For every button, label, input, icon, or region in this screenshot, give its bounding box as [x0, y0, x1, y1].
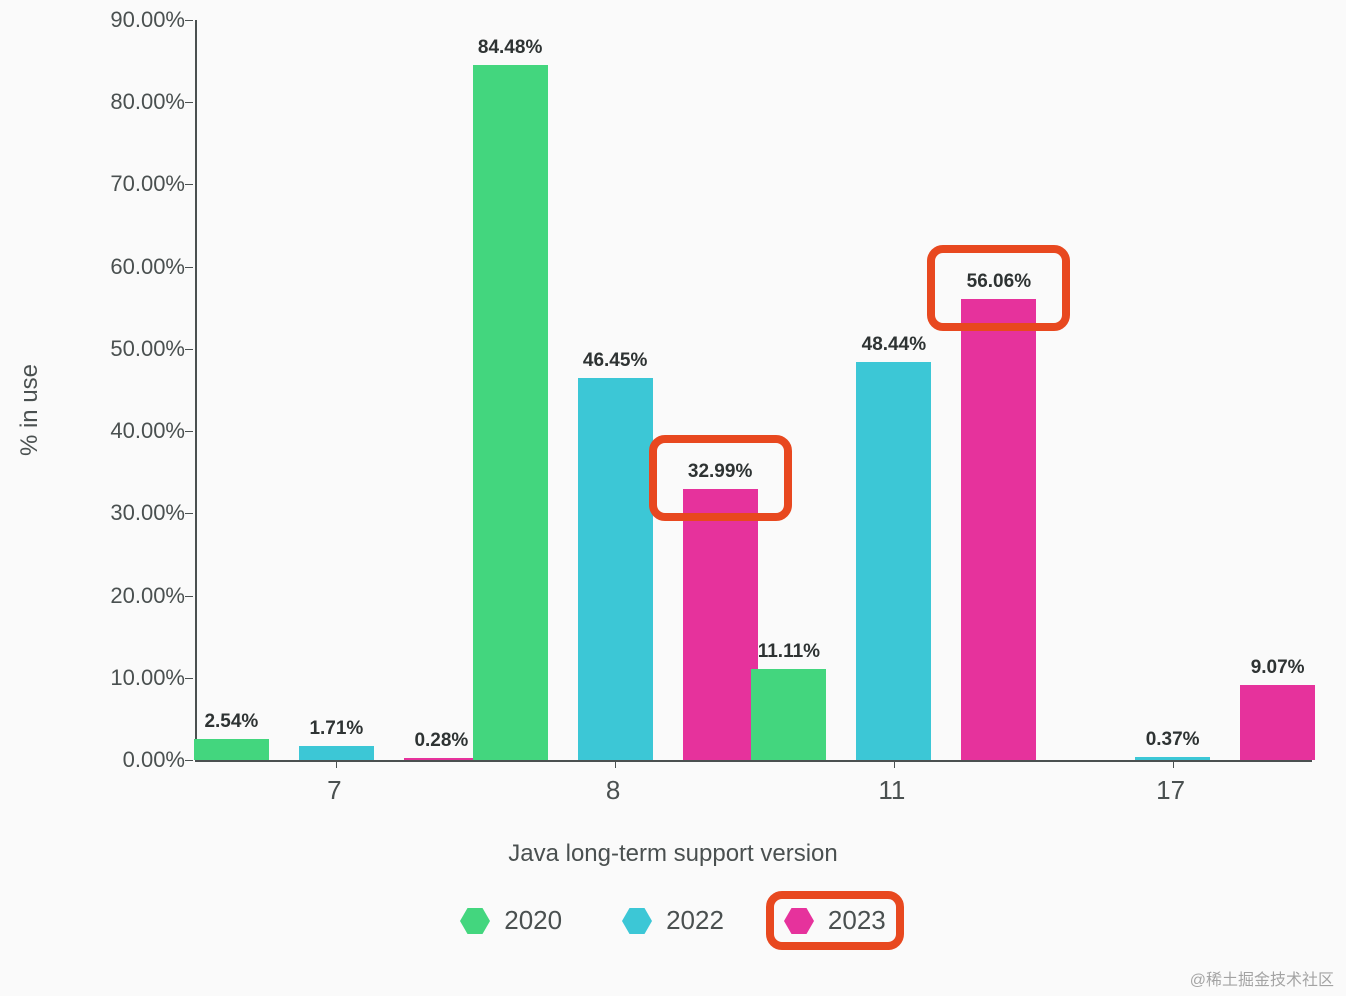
- bar-value-label: 56.06%: [967, 271, 1031, 293]
- x-category-label: 8: [606, 775, 620, 806]
- y-tick: 40.00%: [110, 418, 185, 444]
- bar-value-label: 11.11%: [758, 641, 820, 663]
- x-category-label: 7: [327, 775, 341, 806]
- bar: 1.71%: [299, 746, 374, 760]
- x-axis-title: Java long-term support version: [0, 840, 1346, 868]
- bar: 2.54%: [194, 739, 269, 760]
- bar: 0.37%: [1135, 757, 1210, 760]
- x-category-label: 11: [878, 775, 905, 806]
- bar: 9.07%: [1240, 685, 1315, 760]
- legend-item[interactable]: 2023: [784, 905, 886, 936]
- y-tick: 10.00%: [110, 665, 185, 691]
- legend: 2020 2022 2023: [0, 905, 1346, 936]
- bar: 11.11%: [751, 669, 826, 760]
- legend-swatch-hexagon-icon: [460, 908, 490, 934]
- legend-label: 2020: [504, 905, 562, 936]
- x-category-label: 17: [1156, 775, 1185, 806]
- bar: 56.06%: [961, 299, 1036, 760]
- bar: 0.28%: [404, 758, 479, 760]
- bar-value-label: 9.07%: [1251, 657, 1305, 679]
- plot-area: 2.54%1.71%0.28%84.48%46.45%32.99%11.11%4…: [195, 20, 1312, 762]
- bar-value-label: 2.54%: [204, 711, 258, 733]
- y-tick: 80.00%: [110, 89, 185, 115]
- legend-item[interactable]: 2022: [622, 905, 724, 936]
- bar-value-label: 46.45%: [583, 350, 647, 372]
- legend-swatch-hexagon-icon: [622, 908, 652, 934]
- bar-value-label: 0.37%: [1146, 729, 1200, 751]
- y-tick: 60.00%: [110, 254, 185, 280]
- x-tick: [615, 760, 616, 768]
- y-tick: 70.00%: [110, 171, 185, 197]
- bar-value-label: 84.48%: [478, 37, 542, 59]
- bar: 84.48%: [473, 65, 548, 760]
- y-tick: 20.00%: [110, 583, 185, 609]
- legend-item[interactable]: 2020: [460, 905, 562, 936]
- x-tick: [894, 760, 895, 768]
- y-tick: 90.00%: [110, 7, 185, 33]
- x-tick: [1173, 760, 1174, 768]
- watermark: @稀土掘金技术社区: [1190, 966, 1334, 990]
- x-tick: [336, 760, 337, 768]
- y-tick: 50.00%: [110, 336, 185, 362]
- x-axis: 7 8 11 17: [195, 775, 1310, 825]
- legend-swatch-hexagon-icon: [784, 908, 814, 934]
- legend-label: 2023: [828, 905, 886, 936]
- legend-label: 2022: [666, 905, 724, 936]
- bar-value-label: 1.71%: [309, 718, 363, 740]
- bar-value-label: 48.44%: [862, 334, 926, 356]
- bar: 32.99%: [683, 489, 758, 760]
- y-tick: 30.00%: [110, 500, 185, 526]
- bar: 46.45%: [578, 378, 653, 760]
- bar-value-label: 0.28%: [414, 730, 468, 752]
- y-axis: 0.00%10.00%20.00%30.00%40.00%50.00%60.00…: [0, 0, 185, 760]
- java-lts-usage-chart: % in use 0.00%10.00%20.00%30.00%40.00%50…: [0, 0, 1346, 996]
- bar: 48.44%: [856, 362, 931, 760]
- y-tick: 0.00%: [123, 747, 185, 773]
- bar-value-label: 32.99%: [688, 461, 752, 483]
